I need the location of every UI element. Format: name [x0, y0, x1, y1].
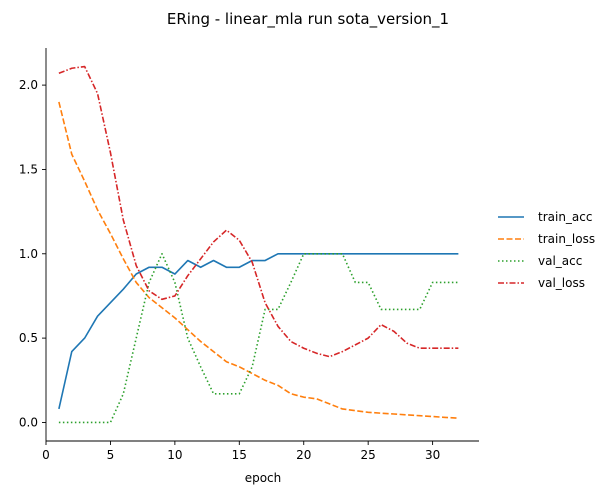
legend-label: val_loss	[538, 276, 585, 290]
x-tick-label: 0	[42, 448, 50, 462]
y-tick-label: 2.0	[19, 78, 38, 92]
x-tick-label: 10	[167, 448, 182, 462]
y-tick-label: 1.5	[19, 162, 38, 176]
y-tick-label: 0.5	[19, 331, 38, 345]
x-tick-label: 30	[425, 448, 440, 462]
series-line-train-loss	[58, 101, 459, 420]
series-line-train-acc	[58, 252, 459, 410]
chart-title: ERing - linear_mla run sota_version_1	[167, 10, 449, 29]
series-lines	[58, 65, 459, 424]
y-tick-label: 0.0	[19, 415, 38, 429]
axes: 0 5 10 15 20 25 30 0.0 0.5 1.0 1.5 2.0	[19, 48, 479, 462]
x-tick-label: 15	[232, 448, 247, 462]
x-tick-label: 25	[361, 448, 376, 462]
legend-label: train_acc	[538, 210, 592, 224]
x-tick-label: 20	[296, 448, 311, 462]
y-tick-label: 1.0	[19, 247, 38, 261]
x-tick-label: 5	[107, 448, 115, 462]
legend: train_acc train_loss val_acc val_loss	[498, 210, 595, 290]
series-line-val-loss	[58, 65, 459, 358]
x-axis-label: epoch	[245, 471, 282, 485]
series-line-val-acc	[58, 252, 459, 424]
legend-label: val_acc	[538, 254, 582, 268]
legend-label: train_loss	[538, 232, 595, 246]
